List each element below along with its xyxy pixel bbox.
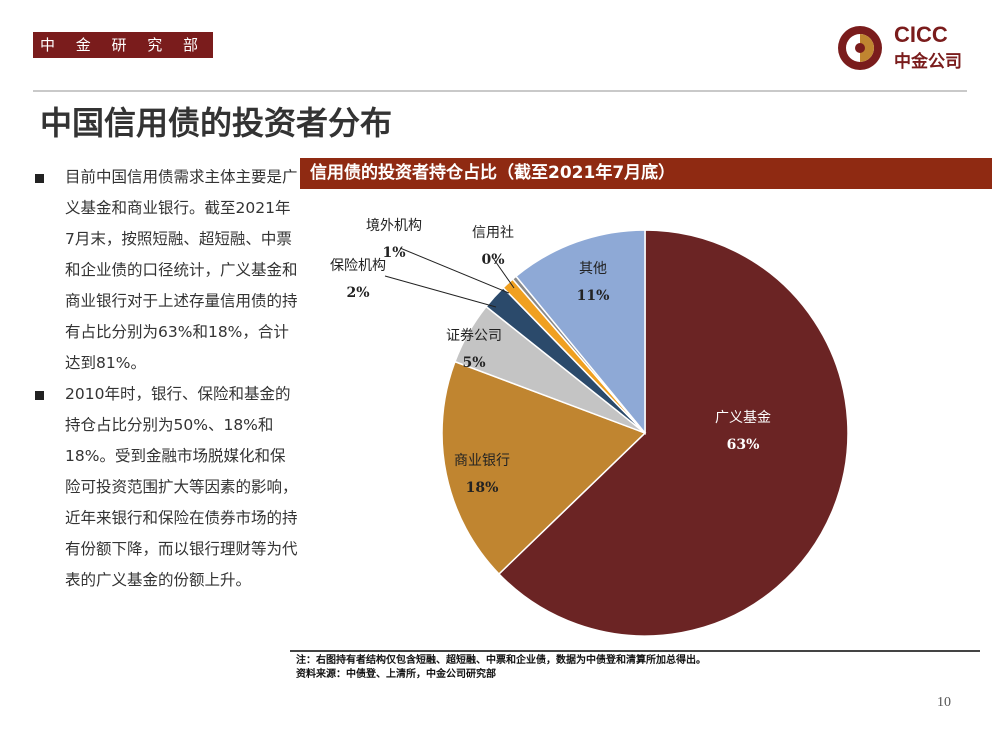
leader-line-jingwai-jigou [399, 247, 510, 294]
bullet-text: 2010年时，银行、保险和基金的持仓占比分别为50%、18%和18%。受到金融市… [65, 385, 298, 589]
pie-slice-guangyi-jijin [497, 229, 849, 637]
notes-block: 注：右图持有者结构仅包含短融、超短融、中票和企业债，数据为中债登和清算所加总得出… [296, 654, 706, 682]
chart-source: 资料来源：中债登、上清所，中金公司研究部 [296, 669, 496, 680]
slice-value-zhengquan-gongsi: 5% [462, 355, 485, 371]
pie-chart: 广义基金 63% 商业银行 18% 证券公司 5% 保险机构 2% 境外机构 1% 信用社 0% 其他 1… [330, 218, 849, 637]
department-badge: 中 金 研 究 部 [33, 32, 213, 58]
logo-mark-icon [838, 26, 882, 70]
bullet-text: 目前中国信用债需求主体主要是广义基金和商业银行。截至2021年7月末，按照短融、… [65, 168, 298, 372]
slice-value-xinyongshe: 0% [481, 252, 504, 268]
slice-value-guangyi-jijin: 63% [727, 437, 760, 453]
slice-label-qita: 其他 [579, 261, 607, 277]
slice-label-shangye-yinhang: 商业银行 [454, 453, 510, 469]
chart-note: 注：右图持有者结构仅包含短融、超短融、中票和企业债，数据为中债登和清算所加总得出… [296, 655, 706, 666]
bullet-item: 2010年时，银行、保险和基金的持仓占比分别为50%、18%和18%。受到金融市… [35, 379, 300, 596]
notes-divider [290, 650, 980, 652]
slice-label-jingwai-jigou: 境外机构 [366, 218, 422, 234]
bullet-item: 目前中国信用债需求主体主要是广义基金和商业银行。截至2021年7月末，按照短融、… [35, 162, 300, 379]
slice-value-shangye-yinhang: 18% [466, 480, 499, 496]
page-number: 10 [937, 695, 951, 710]
pie-slice-qita [514, 229, 646, 436]
slice-label-zhengquan-gongsi: 证券公司 [446, 328, 502, 344]
chart-title-bar: 信用债的投资者持仓占比（截至2021年7月底） [300, 158, 992, 189]
logo-text-en: CICC [894, 22, 948, 47]
bullet-square-icon [35, 174, 44, 183]
logo-text-cn: 中金公司 [894, 52, 962, 72]
leader-line-xinyongshe [492, 257, 515, 289]
leader-line-baoxian-jigou [384, 275, 497, 308]
cicc-logo: CICC 中金公司 [836, 22, 976, 74]
slice-label-xinyongshe: 信用社 [472, 225, 514, 241]
slice-label-guangyi-jijin: 广义基金 [715, 409, 771, 426]
bullet-square-icon [35, 391, 44, 400]
bullet-list: 目前中国信用债需求主体主要是广义基金和商业银行。截至2021年7月末，按照短融、… [35, 162, 300, 596]
header-divider [33, 90, 967, 92]
slice-value-baoxian-jigou: 2% [346, 285, 369, 301]
page-title: 中国信用债的投资者分布 [40, 104, 393, 142]
slice-value-qita: 11% [577, 288, 610, 304]
slice-label-baoxian-jigou: 保险机构 [330, 258, 386, 274]
slice-value-jingwai-jigou: 1% [382, 245, 405, 261]
